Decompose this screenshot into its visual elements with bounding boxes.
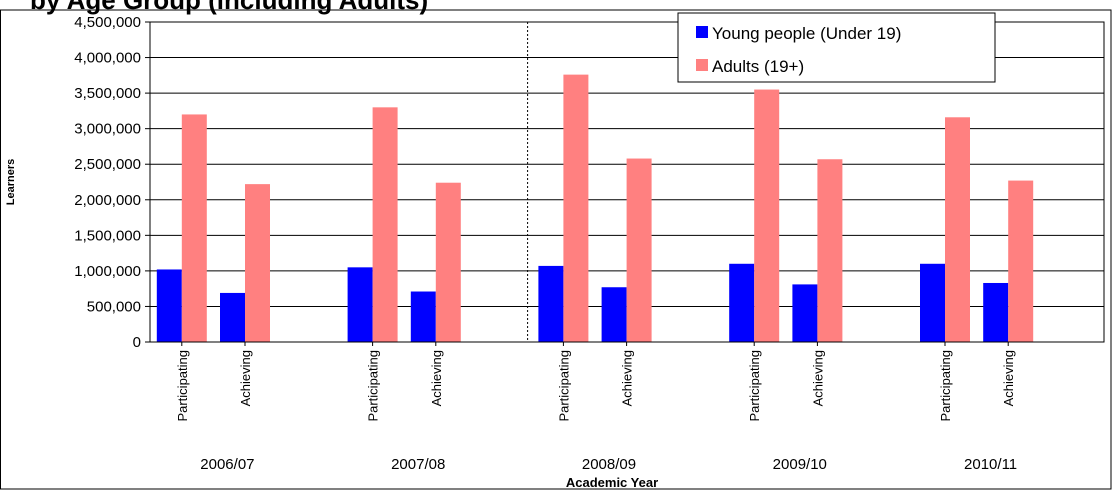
legend-box: [677, 12, 996, 83]
category-label: Participating: [175, 350, 190, 422]
y-tick-label: 4,000,000: [74, 50, 141, 67]
legend: Young people (Under 19) Adults (19+): [677, 12, 996, 83]
y-tick-label: 2,000,000: [74, 192, 141, 209]
bar-adults-achieving-2006-07: [245, 184, 270, 342]
bar-adults-achieving-2007-08: [435, 182, 461, 342]
category-label: Achieving: [810, 350, 825, 406]
bars: [156, 74, 1034, 343]
category-label: Achieving: [620, 350, 635, 406]
chart-title: by Age Group (including Adults): [30, 0, 428, 15]
bar-adults-participating-2008-09: [563, 74, 589, 342]
bar-adults-achieving-2010-11: [1008, 180, 1034, 342]
group-label: 2007/08: [391, 456, 445, 473]
category-label: Participating: [366, 350, 381, 422]
bar-young-participating-2010-11: [920, 263, 945, 342]
legend-label-young: Young people (Under 19): [712, 24, 901, 43]
bar-young-participating-2006-07: [156, 269, 182, 342]
group-label: 2009/10: [773, 456, 827, 473]
bar-adults-participating-2010-11: [945, 117, 970, 343]
y-tick-label: 4,500,000: [74, 14, 141, 31]
bar-young-achieving-2006-07: [220, 292, 245, 342]
group-labels: 2006/07 2007/08 2008/09 2009/10 2010/11: [200, 456, 1017, 473]
category-label: Achieving: [238, 350, 253, 406]
bar-adults-achieving-2008-09: [626, 158, 652, 342]
legend-swatch-young: [696, 26, 708, 38]
y-tick-label: 500,000: [87, 298, 141, 315]
bar-young-participating-2009-10: [729, 263, 755, 342]
bar-adults-participating-2007-08: [372, 107, 398, 342]
bar-young-achieving-2010-11: [983, 282, 1009, 342]
bar-adults-participating-2006-07: [181, 114, 207, 342]
group-label: 2006/07: [200, 456, 254, 473]
bar-adults-achieving-2009-10: [817, 159, 843, 342]
category-label: Achieving: [429, 350, 444, 406]
chart-area-border: [0, 9, 1112, 490]
y-tick-label: 1,500,000: [74, 227, 141, 244]
category-label: Participating: [938, 350, 953, 422]
bar-young-achieving-2009-10: [792, 284, 818, 342]
legend-label-adults: Adults (19+): [712, 57, 804, 76]
bar-young-participating-2007-08: [347, 267, 373, 342]
y-axis-ticks: 0 500,000 1,000,000 1,500,000 2,000,000 2,500…: [74, 14, 150, 351]
y-axis-title: Learners: [5, 159, 17, 205]
category-label: Participating: [556, 350, 571, 422]
y-tick-label: 3,500,000: [74, 85, 141, 102]
category-labels: Participating Achieving Participating Achie…: [175, 342, 1016, 422]
group-label: 2008/09: [582, 456, 636, 473]
group-label: 2010/11: [964, 456, 1017, 473]
category-label: Participating: [747, 350, 762, 422]
bar-young-achieving-2007-08: [410, 291, 436, 342]
category-label: Achieving: [1001, 350, 1016, 406]
bar-young-participating-2008-09: [538, 265, 564, 342]
legend-swatch-adults: [696, 59, 708, 71]
y-tick-label: 0: [133, 334, 141, 351]
y-tick-label: 3,000,000: [74, 121, 141, 138]
y-tick-label: 1,000,000: [74, 263, 141, 280]
y-tick-label: 2,500,000: [74, 156, 141, 173]
x-axis-title: Academic Year: [566, 475, 658, 490]
bar-adults-participating-2009-10: [754, 89, 780, 342]
bar-young-achieving-2008-09: [601, 287, 627, 342]
